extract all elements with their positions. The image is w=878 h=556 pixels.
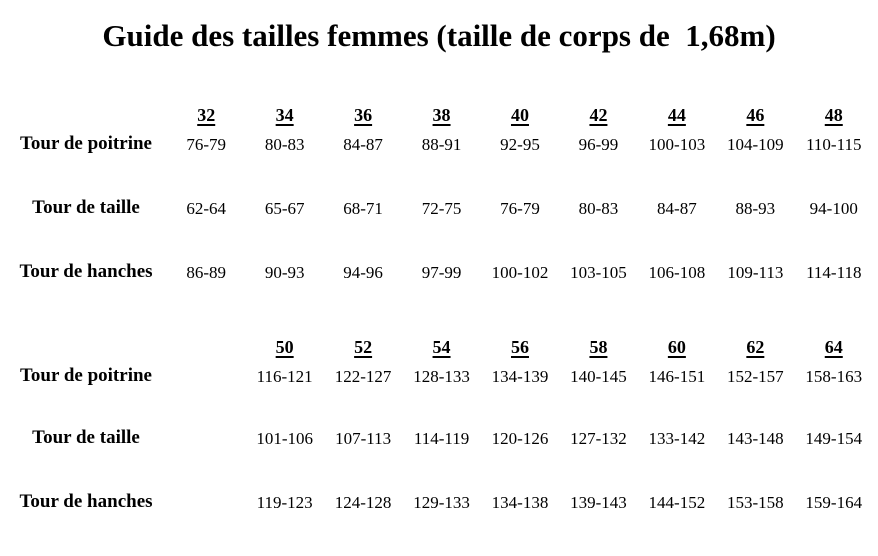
size-header-52: 52 [354,337,373,357]
size-header-58: 58 [589,337,608,357]
size-value: 129-133 [413,493,470,512]
size-value: 106-108 [648,263,706,282]
size-table-50-64: 50 52 54 56 58 60 62 64 Tour de poitrine… [5,320,873,554]
row-label-hanches: Tour de hanches [19,261,153,282]
spacer-cell [167,488,245,554]
size-value: 110-115 [806,135,862,154]
size-header-38: 38 [432,105,451,125]
size-value: 68-71 [343,199,383,218]
row-label-poitrine: Tour de poitrine [20,133,152,154]
size-value: 128-133 [413,367,470,386]
size-value: 88-91 [421,135,462,154]
size-value: 159-164 [805,493,863,512]
size-header-32: 32 [197,105,216,125]
size-value: 65-67 [264,199,305,218]
size-value: 152-157 [726,367,784,386]
size-value: 100-102 [491,263,549,282]
size-value: 80-83 [264,135,305,154]
corner-cell [5,320,167,362]
size-value: 97-99 [421,263,462,282]
row-label-taille: Tour de taille [32,197,140,218]
size-header-60: 60 [667,337,686,357]
size-value: 143-148 [726,429,784,448]
size-value: 107-113 [335,429,392,448]
size-value: 149-154 [805,429,863,448]
size-value: 122-127 [334,367,392,386]
page-title: Guide des tailles femmes (taille de corp… [102,18,776,53]
size-value: 116-121 [256,367,313,386]
size-header-36: 36 [354,105,373,125]
spacer-cell [167,320,245,362]
size-value: 84-87 [657,199,697,218]
corner-cell [5,92,167,130]
size-value: 114-119 [413,429,470,448]
size-value: 153-158 [726,493,784,512]
size-value: 76-79 [500,199,540,218]
size-value: 139-143 [570,493,627,512]
size-value: 96-99 [578,135,619,154]
size-value: 140-145 [570,367,627,386]
size-value: 62-64 [186,199,227,218]
size-header-54: 54 [432,337,451,357]
size-value: 72-75 [421,199,462,218]
size-value: 103-105 [570,263,627,282]
size-header-42: 42 [589,105,608,125]
size-table-32-48: 32 34 36 38 40 42 44 46 48 Tour de poitr… [5,92,873,320]
size-header-40: 40 [510,105,529,125]
size-value: 90-93 [264,263,305,282]
size-value: 92-95 [500,135,540,154]
size-header-46: 46 [746,105,765,125]
size-value: 76-79 [186,135,227,154]
size-header-56: 56 [510,337,529,357]
size-value: 101-106 [256,429,313,448]
row-label-taille: Tour de taille [32,427,140,448]
size-value: 133-142 [648,429,706,448]
size-header-34: 34 [275,105,294,125]
size-header-48: 48 [824,105,843,125]
size-value: 80-83 [578,199,619,218]
size-header-62: 62 [746,337,765,357]
size-value: 120-126 [491,429,549,448]
row-label-poitrine: Tour de poitrine [20,365,152,386]
row-label-hanches: Tour de hanches [19,491,153,512]
spacer-cell [167,424,245,488]
size-value: 124-128 [334,493,392,512]
size-value: 158-163 [805,367,863,386]
size-value: 134-139 [491,367,549,386]
size-guide-page: Guide des tailles femmes (taille de corp… [0,16,878,556]
size-value: 144-152 [648,493,706,512]
size-value: 127-132 [570,429,627,448]
size-value: 94-100 [809,199,858,218]
size-value: 104-109 [726,135,784,154]
size-value: 146-151 [648,367,706,386]
size-value: 114-118 [806,263,862,282]
size-value: 86-89 [186,263,227,282]
size-header-64: 64 [824,337,843,357]
size-value: 119-123 [256,493,313,512]
size-value: 88-93 [735,199,776,218]
size-value: 100-103 [648,135,706,154]
size-header-50: 50 [275,337,294,357]
size-value: 84-87 [343,135,383,154]
size-header-44: 44 [667,105,686,125]
spacer-cell [167,362,245,424]
size-value: 134-138 [491,493,549,512]
size-value: 94-96 [343,263,383,282]
size-value: 109-113 [727,263,784,282]
